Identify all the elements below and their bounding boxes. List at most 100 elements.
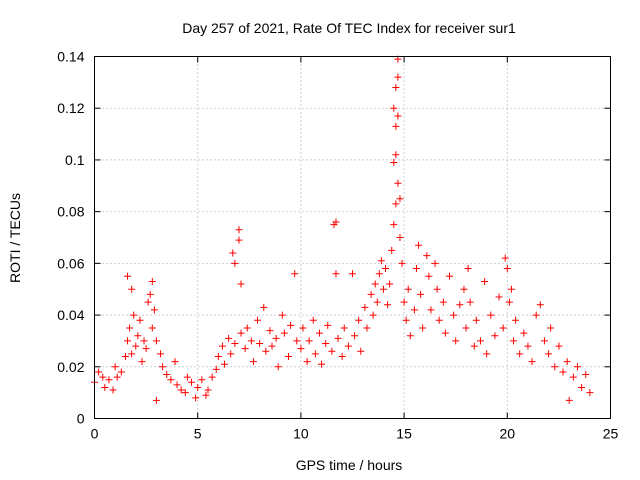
- data-point: [392, 84, 400, 92]
- data-point: [435, 316, 443, 324]
- data-point: [309, 316, 317, 324]
- data-point: [181, 389, 189, 397]
- data-point: [318, 360, 326, 368]
- data-point: [392, 122, 400, 130]
- data-point: [363, 324, 371, 332]
- data-point: [476, 337, 484, 345]
- data-point: [148, 324, 156, 332]
- data-point: [136, 316, 144, 324]
- data-point: [328, 347, 336, 355]
- x-tick-label: 10: [293, 426, 309, 442]
- data-point: [582, 371, 590, 379]
- data-point: [128, 350, 136, 358]
- data-point: [390, 221, 398, 229]
- data-point: [142, 345, 150, 353]
- data-point: [512, 316, 520, 324]
- data-point: [415, 241, 423, 249]
- data-point: [198, 376, 206, 384]
- y-tick-label: 0.12: [57, 100, 84, 116]
- data-point: [452, 337, 460, 345]
- data-point: [439, 298, 447, 306]
- data-point: [377, 257, 385, 265]
- data-point: [390, 104, 398, 112]
- data-point: [433, 285, 441, 293]
- data-point: [183, 373, 191, 381]
- data-point: [349, 270, 356, 278]
- data-point: [464, 265, 472, 273]
- data-point: [332, 270, 340, 278]
- data-point: [109, 386, 117, 394]
- data-point: [501, 254, 509, 262]
- data-point: [159, 363, 167, 371]
- y-tick-label: 0.04: [57, 307, 84, 323]
- data-point: [369, 311, 377, 319]
- data-point: [446, 272, 454, 280]
- data-point: [394, 73, 402, 81]
- data-point: [481, 277, 489, 285]
- data-point: [462, 324, 470, 332]
- data-point: [280, 329, 288, 337]
- data-point: [532, 311, 540, 319]
- data-point: [499, 324, 507, 332]
- data-point: [132, 342, 140, 350]
- data-point: [173, 381, 181, 389]
- data-point: [505, 298, 513, 306]
- data-point: [167, 376, 175, 384]
- data-point: [423, 252, 431, 260]
- data-point: [400, 298, 408, 306]
- data-point: [138, 358, 146, 366]
- data-point: [231, 259, 239, 267]
- data-point: [528, 358, 536, 366]
- data-point: [140, 337, 148, 345]
- data-point: [524, 342, 532, 350]
- y-tick-label: 0.14: [57, 49, 84, 65]
- data-point: [148, 277, 156, 285]
- data-point: [130, 311, 138, 319]
- data-point: [392, 151, 400, 159]
- data-point: [157, 350, 165, 358]
- data-point: [237, 329, 245, 337]
- data-point: [285, 352, 293, 360]
- data-point: [144, 298, 152, 306]
- data-point: [404, 285, 412, 293]
- data-point: [390, 159, 398, 167]
- data-point: [394, 112, 402, 120]
- data-point: [410, 306, 418, 314]
- data-point: [487, 311, 495, 319]
- data-point: [472, 316, 480, 324]
- data-point: [247, 337, 255, 345]
- data-point: [425, 272, 433, 280]
- data-point: [361, 303, 369, 311]
- data-point: [586, 389, 594, 397]
- data-point: [536, 301, 544, 309]
- data-point: [254, 316, 262, 324]
- data-point: [262, 347, 270, 355]
- data-point: [357, 347, 365, 355]
- data-point: [225, 334, 233, 342]
- data-point: [221, 360, 229, 368]
- data-point: [396, 195, 404, 203]
- data-point: [150, 306, 158, 314]
- data-point: [516, 350, 524, 358]
- data-point: [243, 324, 251, 332]
- data-point: [322, 340, 330, 348]
- data-point: [563, 358, 571, 366]
- data-point: [278, 311, 286, 319]
- data-point: [218, 342, 226, 350]
- data-point: [547, 324, 555, 332]
- data-point: [128, 285, 136, 293]
- data-point: [266, 327, 274, 335]
- data-point: [105, 376, 113, 384]
- data-point: [188, 378, 196, 386]
- data-point: [450, 311, 458, 319]
- data-point: [351, 332, 359, 340]
- data-point: [99, 373, 107, 381]
- data-point: [146, 290, 154, 298]
- y-tick-label: 0.1: [65, 152, 85, 168]
- data-point: [384, 301, 392, 309]
- data-point: [394, 179, 402, 187]
- data-point: [305, 337, 313, 345]
- data-point: [338, 352, 346, 360]
- data-points: [91, 55, 594, 404]
